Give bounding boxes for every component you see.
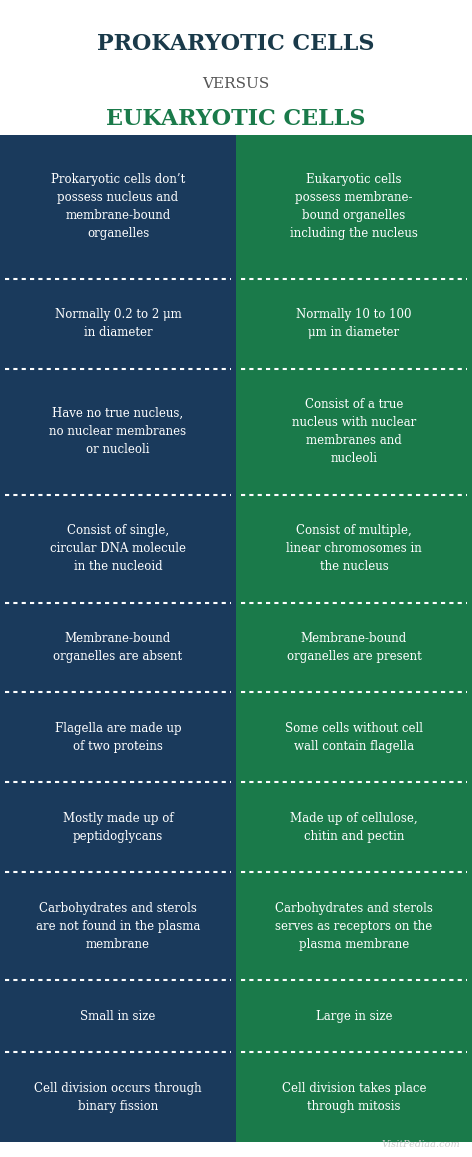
Text: Membrane-bound
organelles are present: Membrane-bound organelles are present <box>287 632 421 663</box>
Text: Made up of cellulose,
chitin and pectin: Made up of cellulose, chitin and pectin <box>290 812 418 842</box>
Bar <box>236 603 472 692</box>
Bar <box>0 369 236 495</box>
Text: Normally 0.2 to 2 μm
in diameter: Normally 0.2 to 2 μm in diameter <box>55 308 181 339</box>
Bar <box>236 135 472 279</box>
Text: Cell division takes place
through mitosis: Cell division takes place through mitosi… <box>282 1082 426 1113</box>
Text: Carbohydrates and sterols
serves as receptors on the
plasma membrane: Carbohydrates and sterols serves as rece… <box>275 901 433 951</box>
Bar <box>0 872 236 980</box>
Text: Eukaryotic cells
possess membrane-
bound organelles
including the nucleus: Eukaryotic cells possess membrane- bound… <box>290 174 418 241</box>
Text: Large in size: Large in size <box>316 1010 392 1023</box>
Bar <box>0 135 236 279</box>
Text: VisitPediaa.com: VisitPediaa.com <box>381 1140 460 1149</box>
Bar <box>236 279 472 369</box>
Text: Cell division occurs through
binary fission: Cell division occurs through binary fiss… <box>34 1082 202 1113</box>
Bar <box>0 692 236 782</box>
Bar <box>0 603 236 692</box>
Text: Small in size: Small in size <box>80 1010 156 1023</box>
Text: Membrane-bound
organelles are absent: Membrane-bound organelles are absent <box>53 632 183 663</box>
Text: Normally 10 to 100
μm in diameter: Normally 10 to 100 μm in diameter <box>296 308 412 339</box>
Text: Flagella are made up
of two proteins: Flagella are made up of two proteins <box>55 722 181 753</box>
Bar <box>236 980 472 1052</box>
Text: PROKARYOTIC CELLS: PROKARYOTIC CELLS <box>97 34 375 56</box>
Text: Consist of multiple,
linear chromosomes in
the nucleus: Consist of multiple, linear chromosomes … <box>286 524 422 573</box>
Bar <box>0 980 236 1052</box>
Text: Have no true nucleus,
no nuclear membranes
or nucleoli: Have no true nucleus, no nuclear membran… <box>50 407 186 456</box>
Text: Consist of single,
circular DNA molecule
in the nucleoid: Consist of single, circular DNA molecule… <box>50 524 186 573</box>
Text: Mostly made up of
peptidoglycans: Mostly made up of peptidoglycans <box>63 812 173 842</box>
Text: Consist of a true
nucleus with nuclear
membranes and
nucleoli: Consist of a true nucleus with nuclear m… <box>292 398 416 465</box>
Text: Prokaryotic cells don’t
possess nucleus and
membrane-bound
organelles: Prokaryotic cells don’t possess nucleus … <box>51 174 185 241</box>
Text: EUKARYOTIC CELLS: EUKARYOTIC CELLS <box>106 108 366 130</box>
Text: Carbohydrates and sterols
are not found in the plasma
membrane: Carbohydrates and sterols are not found … <box>36 901 200 951</box>
Text: VERSUS: VERSUS <box>202 78 270 91</box>
Bar <box>0 279 236 369</box>
Bar <box>236 369 472 495</box>
Bar <box>236 872 472 980</box>
Bar <box>0 782 236 872</box>
Bar <box>236 692 472 782</box>
Text: Some cells without cell
wall contain flagella: Some cells without cell wall contain fla… <box>285 722 423 753</box>
Bar <box>0 495 236 603</box>
Bar <box>0 1052 236 1142</box>
Bar <box>236 782 472 872</box>
Bar <box>236 1052 472 1142</box>
Bar <box>236 495 472 603</box>
